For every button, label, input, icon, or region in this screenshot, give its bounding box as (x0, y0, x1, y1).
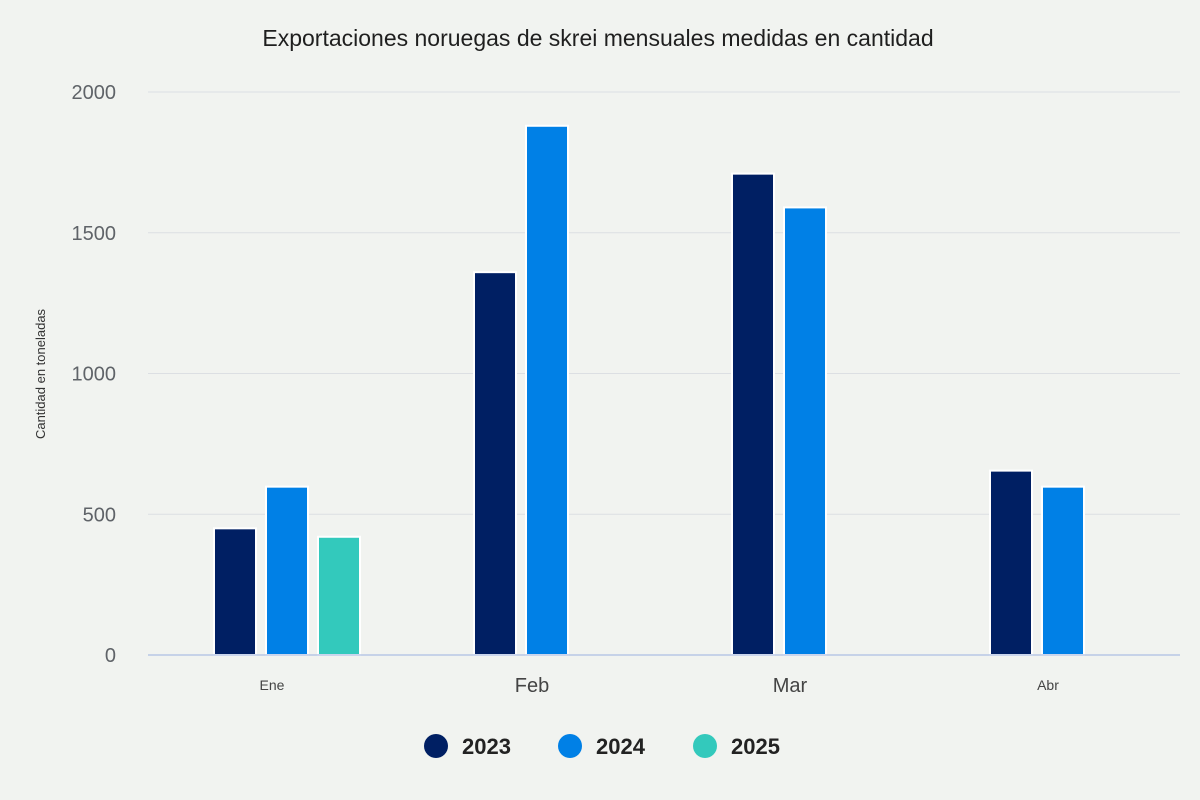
bar-2024-Mar (783, 206, 827, 656)
x-axis-ticks: Ene Feb Mar Abr (260, 675, 1060, 697)
legend-swatch-2023 (424, 734, 448, 758)
bar-2024-Ene (265, 485, 309, 656)
chart-title: Exportaciones noruegas de skrei mensuale… (262, 25, 933, 51)
y-axis-label: Cantidad en toneladas (33, 308, 48, 439)
bars (213, 124, 1085, 657)
y-tick-label: 500 (83, 504, 116, 526)
x-tick-label: Mar (773, 675, 808, 697)
bar-2023-Feb (473, 271, 517, 656)
bar-2024-Abr (1041, 485, 1085, 656)
y-axis-ticks: 0 500 1000 1500 2000 (72, 82, 117, 667)
bar-2023-Abr (989, 469, 1033, 656)
y-tick-label: 0 (105, 645, 116, 667)
y-tick-label: 1500 (72, 223, 117, 245)
bar-2025-Ene (317, 535, 361, 657)
bar-2023-Ene (213, 527, 257, 657)
y-tick-label: 2000 (72, 82, 117, 104)
legend-label: 2024 (596, 734, 646, 759)
legend-label: 2025 (731, 734, 780, 759)
legend-swatch-2024 (558, 734, 582, 758)
bar-2023-Mar (731, 172, 775, 656)
legend: 2023 2024 2025 (424, 734, 780, 759)
x-tick-label: Abr (1037, 677, 1059, 693)
y-tick-label: 1000 (72, 364, 117, 386)
grid-lines (148, 91, 1180, 515)
bar-2024-Feb (525, 124, 569, 656)
x-tick-label: Feb (515, 675, 549, 697)
x-tick-label: Ene (260, 677, 285, 693)
legend-label: 2023 (462, 734, 511, 759)
legend-swatch-2025 (693, 734, 717, 758)
